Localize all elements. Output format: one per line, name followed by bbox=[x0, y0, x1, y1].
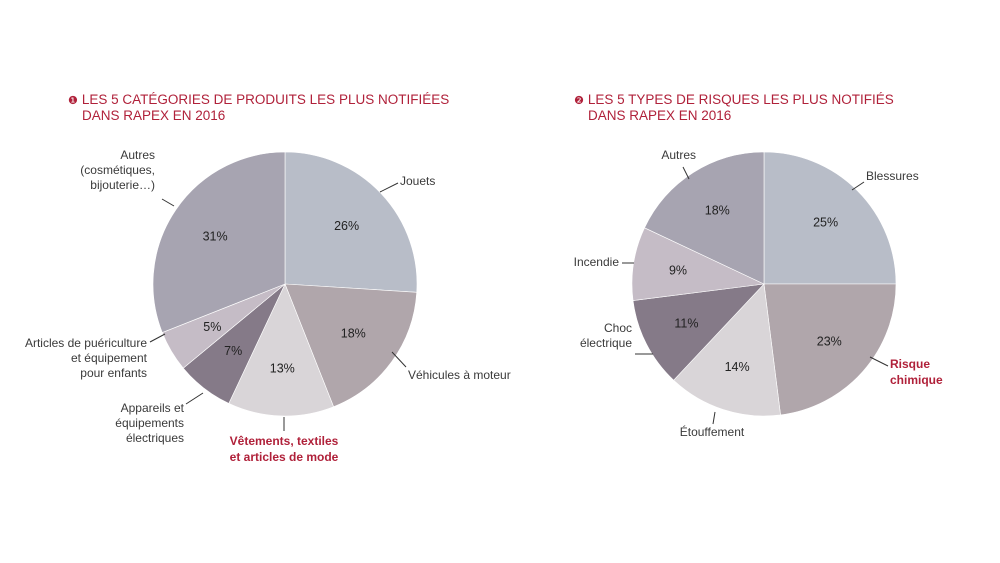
slice-category-label: Incendie bbox=[574, 255, 620, 269]
pie-slice bbox=[644, 151, 765, 285]
pie-slice bbox=[284, 151, 418, 293]
pie-slices bbox=[152, 151, 418, 417]
slice-label-line: chimique bbox=[890, 373, 943, 387]
slice-value-label: 13% bbox=[270, 361, 295, 375]
pie-slice bbox=[228, 283, 334, 417]
pie-slice bbox=[284, 283, 418, 408]
slice-label-line: Jouets bbox=[400, 174, 435, 188]
pie-slices bbox=[631, 151, 897, 417]
slice-category-label: Autres bbox=[661, 148, 696, 162]
pie-slice bbox=[152, 151, 286, 333]
slice-label-line: et articles de mode bbox=[230, 450, 339, 464]
chart-title: ❷ LES 5 TYPES DE RISQUES LES PLUS NOTIFIÉ… bbox=[574, 92, 894, 107]
pie-chart-1: ❶ LES 5 CATÉGORIES DE PRODUITS LES PLUS N… bbox=[25, 92, 511, 464]
chart-title-number: ❶ bbox=[68, 95, 78, 107]
slice-value-label: 25% bbox=[813, 215, 838, 229]
slice-label-line: bijouterie…) bbox=[90, 178, 155, 192]
pie-slice bbox=[673, 283, 781, 417]
slice-label-line: équipements bbox=[115, 416, 184, 430]
pie-slice bbox=[763, 151, 897, 285]
leader-line bbox=[712, 411, 716, 425]
slice-category-label: Véhicules à moteur bbox=[408, 368, 511, 382]
slice-category-label: Jouets bbox=[400, 174, 435, 188]
slice-value-label: 9% bbox=[669, 263, 687, 277]
slice-value-label: 18% bbox=[705, 203, 730, 217]
leader-line bbox=[161, 198, 175, 207]
leader-line bbox=[851, 181, 865, 191]
leader-line bbox=[682, 166, 690, 180]
slice-label-line: Étouffement bbox=[680, 424, 745, 439]
slice-category-label: Autres(cosmétiques,bijouterie…) bbox=[80, 148, 155, 192]
chart-title-line-2: DANS RAPEX EN 2016 bbox=[588, 108, 731, 123]
slice-label-line: (cosmétiques, bbox=[80, 163, 155, 177]
slice-category-label: Étouffement bbox=[680, 424, 745, 439]
slice-label-line: et équipement bbox=[71, 351, 148, 365]
slice-label-line: Véhicules à moteur bbox=[408, 368, 511, 382]
slice-value-label: 11% bbox=[674, 317, 698, 331]
slice-value-label: 23% bbox=[817, 335, 842, 349]
chart-title-number: ❷ bbox=[574, 95, 584, 107]
slice-label-line: Choc bbox=[604, 321, 632, 335]
slice-value-label: 31% bbox=[203, 230, 228, 244]
slice-label-line: électriques bbox=[126, 431, 184, 445]
slice-value-label: 26% bbox=[334, 219, 359, 233]
slice-label-line: Autres bbox=[661, 148, 696, 162]
slice-label-line: Blessures bbox=[866, 169, 919, 183]
slice-category-label: Vêtements, textiles et articles de mode bbox=[230, 434, 339, 464]
leader-line bbox=[149, 333, 166, 343]
slice-value-label: 7% bbox=[224, 344, 242, 358]
slice-value-label: 18% bbox=[341, 327, 366, 341]
slice-label-line: Autres bbox=[120, 148, 155, 162]
leader-line bbox=[379, 182, 399, 193]
slice-value-label: 14% bbox=[725, 360, 750, 374]
pie-chart-2: ❷ LES 5 TYPES DE RISQUES LES PLUS NOTIFIÉ… bbox=[574, 92, 943, 439]
chart-title-line-2: DANS RAPEX EN 2016 bbox=[82, 108, 225, 123]
slice-label-line: Vêtements, textiles bbox=[230, 434, 339, 448]
slice-label-line: Appareils et bbox=[121, 401, 185, 415]
slice-label-line: Incendie bbox=[574, 255, 620, 269]
slice-category-label: Risque chimique bbox=[890, 357, 943, 387]
slice-label-line: Articles de puériculture bbox=[25, 336, 147, 350]
leader-line bbox=[391, 351, 407, 368]
slice-value-label: 5% bbox=[203, 320, 221, 334]
pie-slice bbox=[763, 283, 897, 416]
leader-line bbox=[185, 392, 204, 405]
slice-label-line: pour enfants bbox=[80, 366, 147, 380]
slice-category-label: Blessures bbox=[866, 169, 919, 183]
slice-label-line: Risque bbox=[890, 357, 930, 371]
slice-label-line: électrique bbox=[580, 336, 632, 350]
pie-slice bbox=[632, 283, 765, 381]
leader-line bbox=[869, 356, 889, 367]
chart-title: ❶ LES 5 CATÉGORIES DE PRODUITS LES PLUS N… bbox=[68, 92, 449, 107]
